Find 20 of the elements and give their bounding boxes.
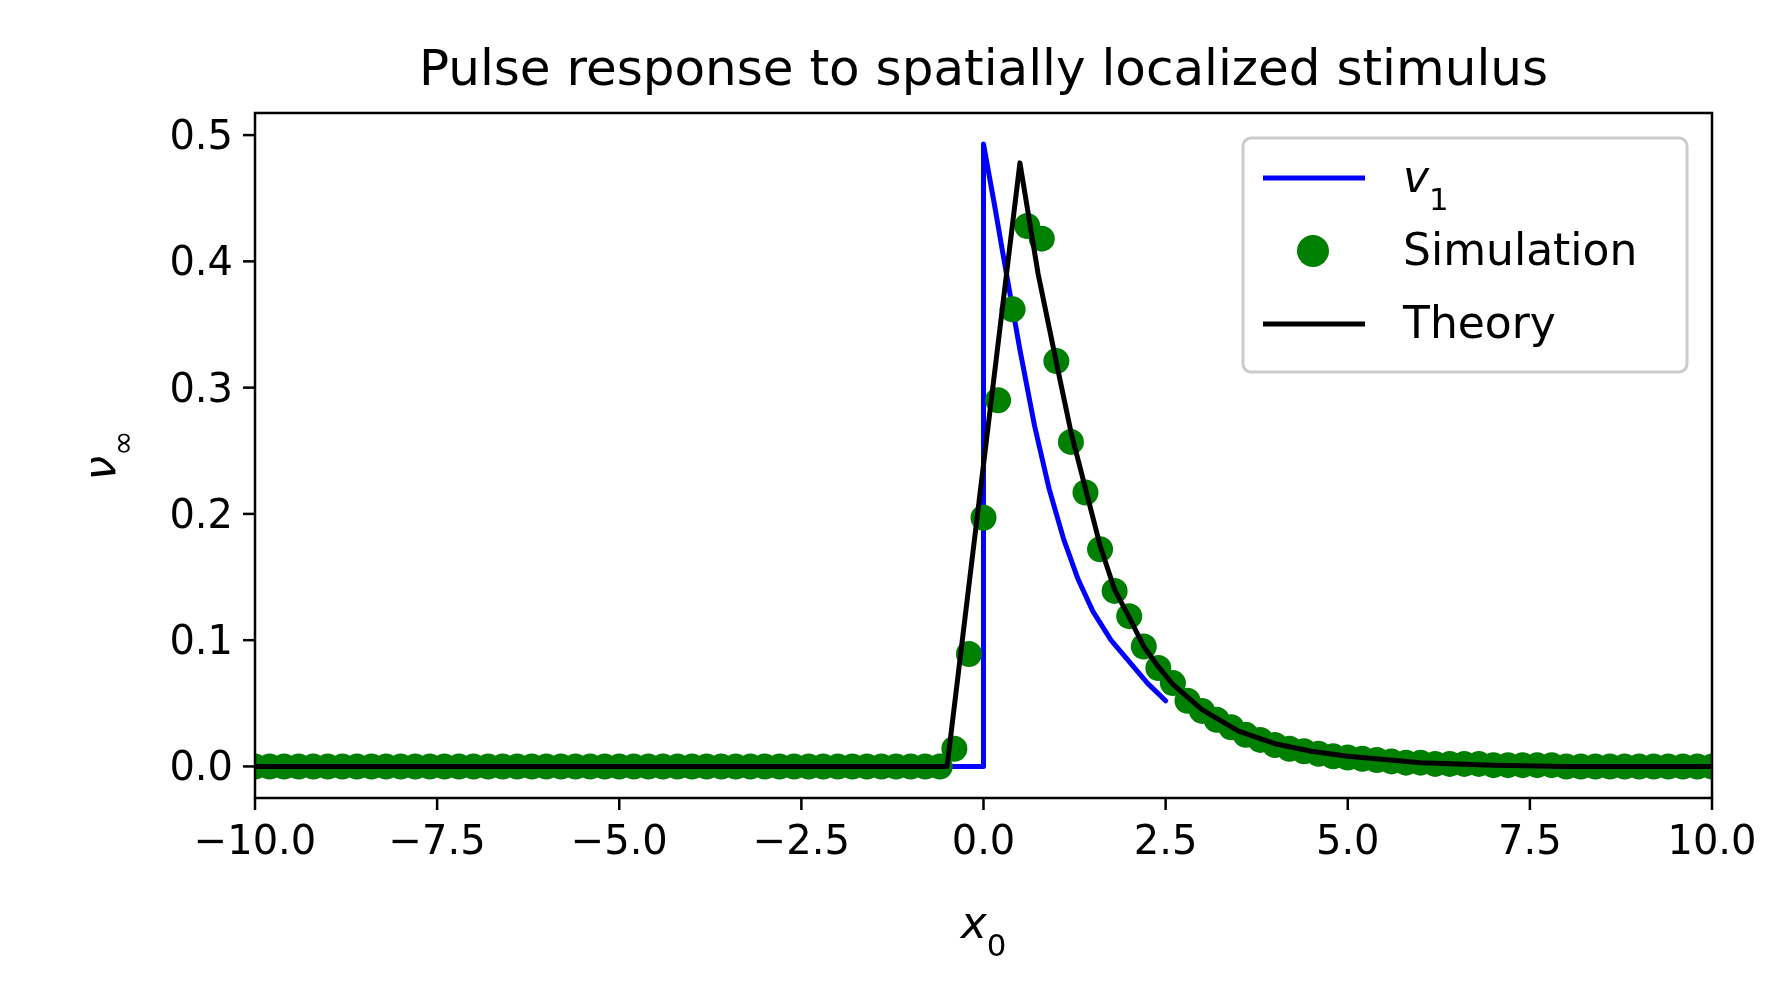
- x-tick-label: −2.5: [752, 817, 850, 863]
- legend-label: Simulation: [1403, 224, 1638, 275]
- chart-title: Pulse response to spatially localized stimulus: [418, 39, 1549, 97]
- y-tick-label: 0.5: [169, 112, 233, 159]
- x-tick-label: 0.0: [951, 817, 1016, 863]
- y-tick-label: 0.0: [169, 743, 233, 790]
- y-tick-label: 0.2: [169, 490, 233, 537]
- x-tick-label: 5.0: [1315, 817, 1380, 863]
- x-axis-title: x$_{0}$: [958, 897, 1007, 963]
- x-tick-label: −10.0: [193, 817, 317, 863]
- y-tick-label: 0.3: [169, 364, 233, 411]
- x-tick-label: −7.5: [388, 817, 486, 863]
- y-tick-label: 0.1: [169, 617, 233, 664]
- x-tick-label: 7.5: [1498, 817, 1562, 863]
- x-tick-label: 10.0: [1667, 817, 1757, 863]
- x-tick-label: −5.0: [570, 817, 668, 863]
- legend-label: v$_{1}$: [1403, 151, 1449, 217]
- y-tick-label: 0.4: [169, 238, 233, 285]
- x-tick-label: 2.5: [1133, 817, 1198, 863]
- legend-label: Theory: [1402, 297, 1556, 348]
